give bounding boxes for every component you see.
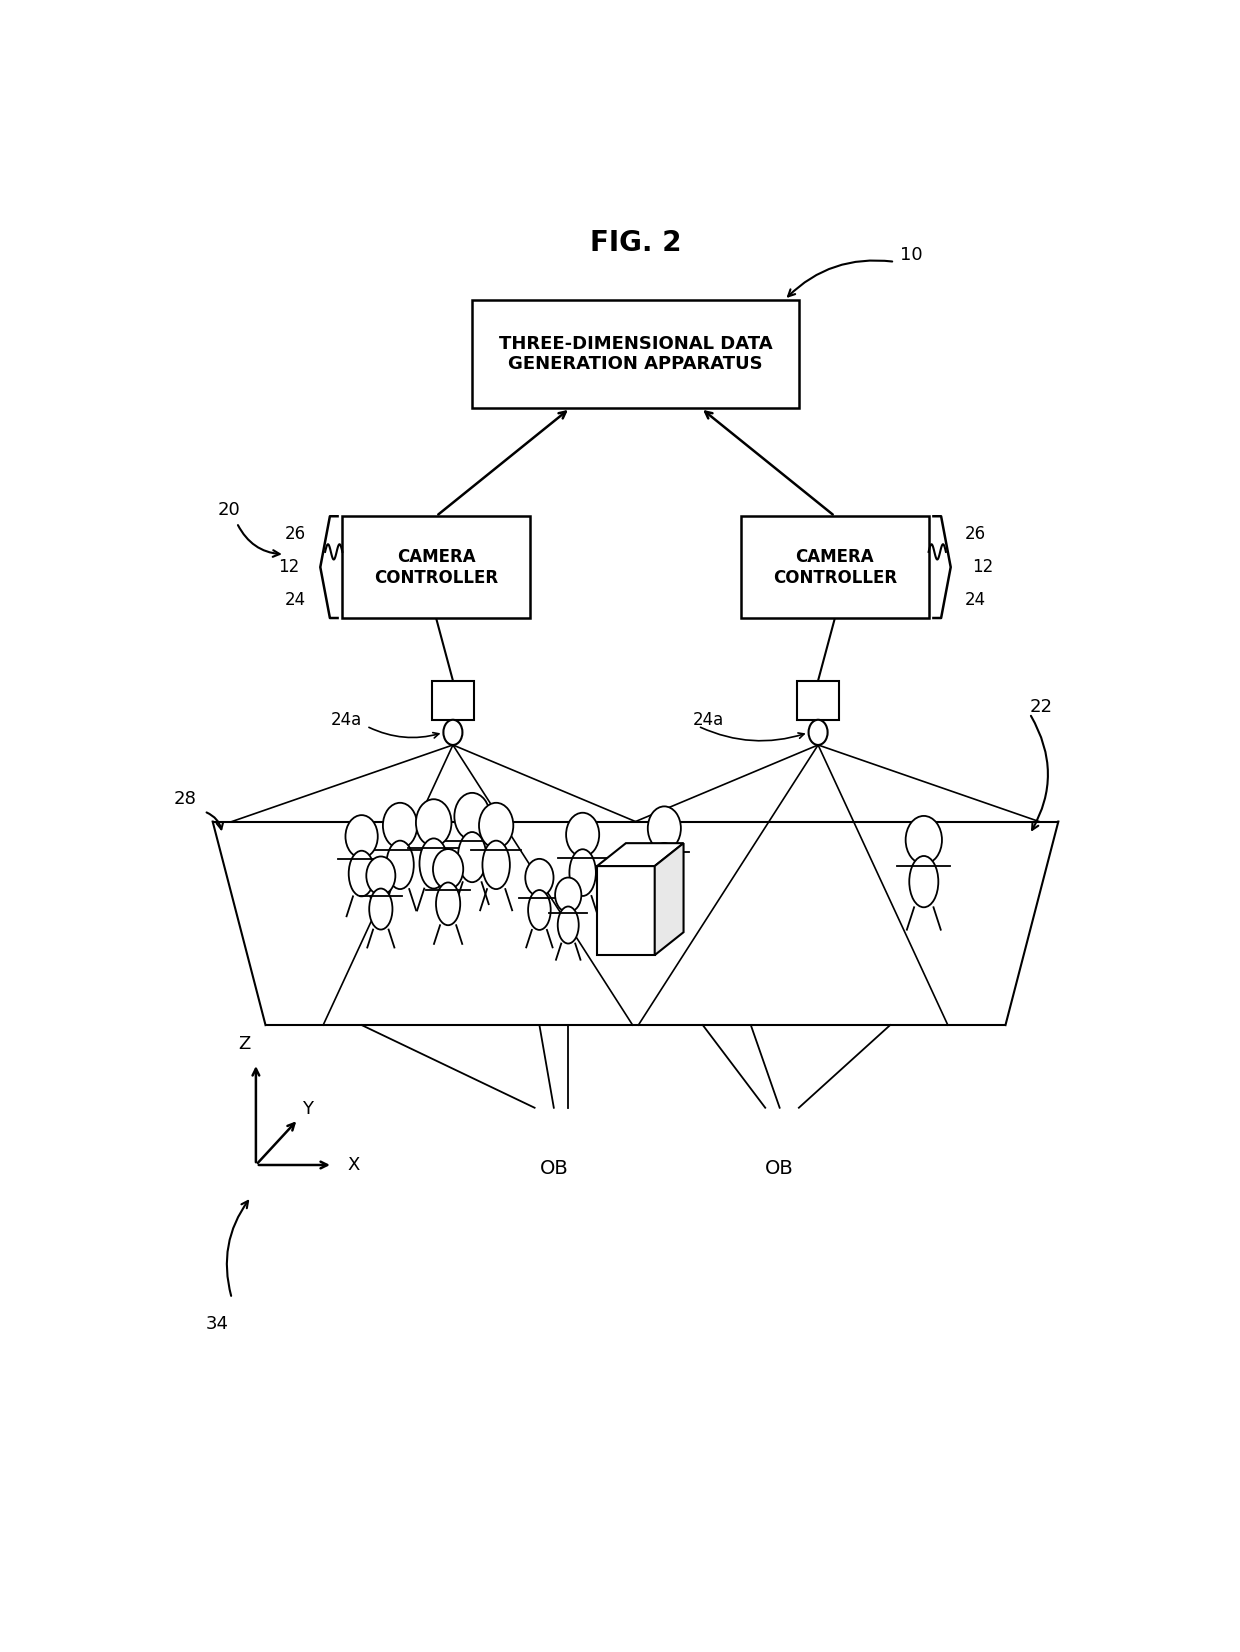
- Ellipse shape: [436, 882, 460, 925]
- FancyBboxPatch shape: [472, 301, 799, 408]
- Text: 20: 20: [217, 501, 241, 519]
- Text: 34: 34: [206, 1315, 229, 1333]
- Ellipse shape: [528, 890, 551, 930]
- Circle shape: [905, 816, 942, 864]
- Ellipse shape: [482, 841, 510, 889]
- Text: 24: 24: [965, 591, 986, 610]
- Circle shape: [383, 803, 417, 847]
- Text: 22: 22: [1029, 699, 1053, 715]
- Text: OB: OB: [539, 1158, 568, 1178]
- Ellipse shape: [569, 849, 596, 895]
- Ellipse shape: [909, 856, 939, 907]
- Text: THREE-DIMENSIONAL DATA
GENERATION APPARATUS: THREE-DIMENSIONAL DATA GENERATION APPARA…: [498, 335, 773, 373]
- Ellipse shape: [387, 841, 414, 889]
- Ellipse shape: [651, 843, 677, 890]
- Text: OB: OB: [765, 1158, 794, 1178]
- Ellipse shape: [558, 907, 579, 943]
- Text: CAMERA
CONTROLLER: CAMERA CONTROLLER: [374, 548, 498, 586]
- Text: FIG. 2: FIG. 2: [590, 228, 681, 256]
- Circle shape: [567, 813, 599, 856]
- FancyBboxPatch shape: [342, 515, 529, 618]
- Circle shape: [444, 720, 463, 745]
- Circle shape: [366, 856, 396, 895]
- Ellipse shape: [370, 889, 392, 930]
- Text: Z: Z: [238, 1036, 250, 1052]
- Circle shape: [433, 849, 464, 889]
- Text: 24a: 24a: [693, 710, 724, 729]
- Circle shape: [808, 720, 827, 745]
- Text: Y: Y: [303, 1100, 312, 1118]
- FancyBboxPatch shape: [742, 515, 929, 618]
- Text: CAMERA
CONTROLLER: CAMERA CONTROLLER: [773, 548, 897, 586]
- Bar: [596, 866, 655, 955]
- Text: 24: 24: [285, 591, 306, 610]
- Text: 28: 28: [174, 790, 196, 808]
- Circle shape: [556, 877, 582, 912]
- Polygon shape: [596, 843, 683, 866]
- Circle shape: [526, 859, 553, 897]
- Text: 12: 12: [972, 558, 993, 577]
- Bar: [797, 681, 839, 720]
- Bar: [432, 681, 474, 720]
- Circle shape: [479, 803, 513, 847]
- Ellipse shape: [348, 851, 374, 897]
- Text: X: X: [347, 1156, 360, 1175]
- Text: 12: 12: [278, 558, 299, 577]
- Circle shape: [346, 814, 378, 857]
- Ellipse shape: [458, 833, 486, 882]
- Text: 24a: 24a: [330, 710, 362, 729]
- Circle shape: [415, 800, 451, 846]
- Text: 10: 10: [900, 246, 923, 264]
- Circle shape: [454, 793, 490, 839]
- Text: 26: 26: [965, 525, 986, 544]
- Text: 26: 26: [285, 525, 306, 544]
- Polygon shape: [655, 843, 683, 955]
- Ellipse shape: [419, 839, 448, 889]
- Circle shape: [647, 806, 681, 851]
